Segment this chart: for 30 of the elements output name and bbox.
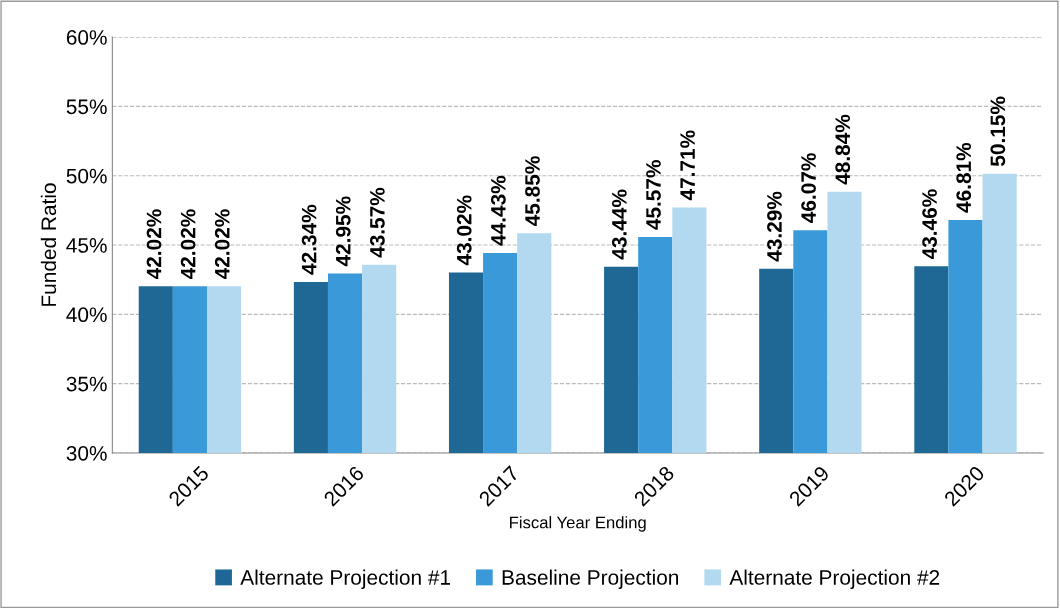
data-label: 43.57% — [369, 187, 385, 258]
legend-label: Alternate Projection #1 — [240, 569, 451, 589]
data-label: 47.71% — [680, 130, 695, 201]
data-label: 43.44% — [611, 189, 627, 260]
data-label: 42.34% — [301, 204, 317, 275]
y-tick-label: 30% — [66, 445, 107, 461]
y-tick-label: 35% — [66, 376, 107, 392]
y-axis-title: Funded Ratio — [40, 183, 57, 306]
data-label: 43.02% — [456, 195, 472, 266]
y-tick-label: 50% — [66, 168, 107, 184]
data-label: 46.07% — [801, 153, 816, 223]
data-label: 43.29% — [767, 191, 782, 262]
y-tick-label: 40% — [66, 307, 107, 323]
data-label: 45.57% — [646, 160, 661, 230]
data-label: 50.15% — [990, 96, 1006, 167]
data-label: 43.46% — [922, 189, 937, 260]
data-label: 42.02% — [146, 209, 162, 280]
data-label: 46.81% — [956, 142, 972, 213]
data-label: 42.02% — [214, 209, 230, 280]
data-label: 45.85% — [525, 156, 540, 226]
y-tick-label: 45% — [66, 238, 107, 253]
data-label: 44.43% — [490, 175, 506, 246]
data-label: 48.84% — [835, 114, 851, 185]
data-label: 42.95% — [335, 196, 351, 267]
y-tick-label: 60% — [66, 30, 107, 45]
data-label: 42.02% — [180, 209, 196, 280]
legend-label: Baseline Projection — [502, 569, 679, 589]
x-axis-title: Fiscal Year Ending — [510, 516, 646, 532]
y-tick-label: 55% — [66, 99, 107, 115]
legend-label: Alternate Projection #2 — [729, 569, 940, 589]
